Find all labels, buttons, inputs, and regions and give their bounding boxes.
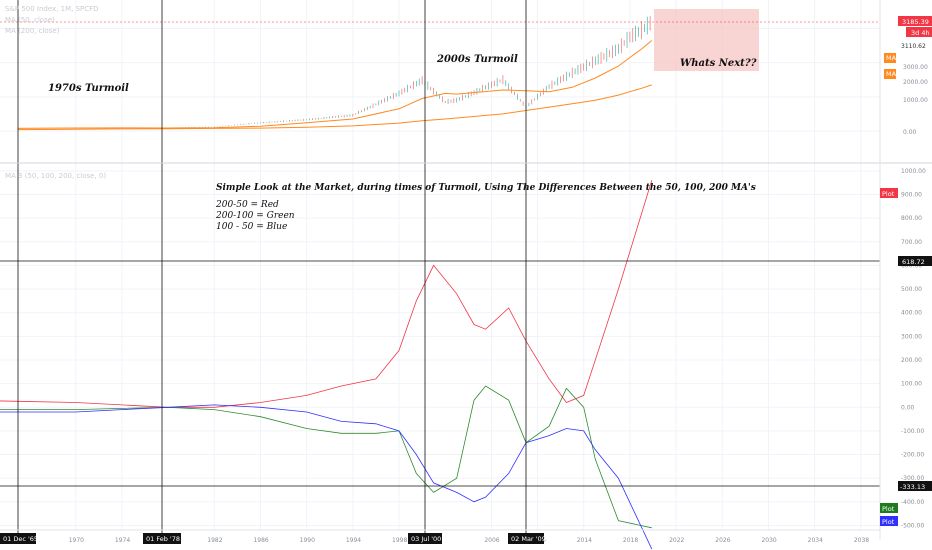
time-tick: 2018 xyxy=(623,537,638,544)
ma-header-1: MA (50, close) xyxy=(5,16,55,24)
price-candles xyxy=(17,16,651,129)
price-tick: 0.00 xyxy=(903,129,917,136)
ma-200-line xyxy=(17,84,652,131)
time-tick: 1970 xyxy=(69,537,84,544)
time-tick: 2030 xyxy=(761,537,776,544)
plot-badge-red xyxy=(880,188,898,198)
ma-header-2: MA (200, close) xyxy=(5,27,60,35)
price-tick: 3000.00 xyxy=(903,64,928,71)
last-price-value: 3185.39 xyxy=(902,18,929,26)
indicator-tick: -500.00 xyxy=(901,522,924,529)
indicator-tick: -400.00 xyxy=(901,499,924,506)
indicator-tick: 0.00 xyxy=(901,404,915,411)
whats-next-highlight-box xyxy=(654,9,759,71)
indicator-tick: 500.00 xyxy=(901,286,922,293)
date-badge-2000-label: 03 Jul '00 xyxy=(411,535,441,543)
plot-badge-blue xyxy=(880,516,898,526)
indicator-tick: 300.00 xyxy=(901,333,922,340)
annotation-description: Simple Look at the Market, during times … xyxy=(216,183,756,193)
ma-50-line xyxy=(17,40,653,129)
date-badge-1965-label: 01 Dec '65 xyxy=(3,535,38,543)
date-badge-2009-label: 02 Mar '09 xyxy=(511,535,546,543)
indicator-tick: -300.00 xyxy=(901,475,924,482)
indicator-tick: -100.00 xyxy=(901,428,924,435)
countdown-value: 3d 4h xyxy=(911,29,930,37)
indicator-tick: 400.00 xyxy=(901,310,922,317)
indicator-tick: 700.00 xyxy=(901,239,922,246)
price-axis-ticks: 3000.00 2000.00 1000.00 0.00 xyxy=(903,64,928,136)
annotation-whats-next: Whats Next?? xyxy=(680,58,757,69)
time-tick: 1990 xyxy=(300,537,315,544)
time-tick: 1994 xyxy=(346,537,361,544)
level-badge-upper xyxy=(898,256,932,266)
legend-green: 200-100 = Green xyxy=(215,211,295,221)
price-label-value: 3110.62 xyxy=(901,43,926,50)
last-price-badge xyxy=(898,16,932,26)
time-tick: 1974 xyxy=(115,537,130,544)
price-tick: 2000.00 xyxy=(903,79,928,86)
price-tick: 1000.00 xyxy=(903,97,928,104)
time-tick: 1998 xyxy=(392,537,407,544)
date-badge-1978 xyxy=(143,533,181,544)
plot-badge-green-label: Plot xyxy=(882,505,895,513)
plot-badge-red-label: Plot xyxy=(882,190,895,198)
countdown-badge xyxy=(906,27,932,37)
indicator-header: MA 3 (50, 100, 200, close, 0) xyxy=(5,172,106,180)
indicator-tick: -200.00 xyxy=(901,452,924,459)
plot-badge-green xyxy=(880,503,898,513)
indicator-tick: 900.00 xyxy=(901,192,922,199)
time-tick: 2034 xyxy=(808,537,823,544)
level-badge-upper-value: 618.72 xyxy=(902,258,925,266)
level-badge-lower xyxy=(898,481,932,491)
indicator-panel-grid xyxy=(0,163,880,530)
time-tick: 1982 xyxy=(207,537,222,544)
time-tick: 2038 xyxy=(854,537,869,544)
time-axis-ticks: 1970197419821986199019941998200620102014… xyxy=(69,537,870,544)
date-badge-1978-label: 01 Feb '78 xyxy=(146,535,180,543)
ma-badge-2-label: MA xyxy=(886,70,897,78)
date-badge-1965 xyxy=(0,533,36,544)
ma-badge-1 xyxy=(884,53,896,63)
level-badge-lower-value: -333.13 xyxy=(900,483,925,491)
date-badge-2009 xyxy=(508,533,544,544)
legend-red: 200-50 = Red xyxy=(215,200,279,210)
indicator-tick: 200.00 xyxy=(901,357,922,364)
indicator-tick: 100.00 xyxy=(901,381,922,388)
time-tick: 2006 xyxy=(484,537,499,544)
date-badge-2000 xyxy=(408,533,442,544)
time-tick: 2022 xyxy=(669,537,684,544)
time-tick: 2014 xyxy=(577,537,592,544)
symbol-header: S&P 500 Index, 1M, SPCFD xyxy=(5,5,99,13)
plot-badge-blue-label: Plot xyxy=(882,518,895,526)
annotation-1970s-turmoil: 1970s Turmoil xyxy=(48,83,129,94)
ma-badge-2 xyxy=(884,69,896,79)
time-tick: 1986 xyxy=(253,537,268,544)
annotation-2000s-turmoil: 2000s Turmoil xyxy=(436,54,518,65)
indicator-tick: 1000.00 xyxy=(901,168,926,175)
legend-blue: 100 - 50 = Blue xyxy=(216,222,287,232)
time-tick: 2026 xyxy=(715,537,730,544)
indicator-tick: 800.00 xyxy=(901,215,922,222)
ma-badge-1-label: MA xyxy=(886,54,897,62)
